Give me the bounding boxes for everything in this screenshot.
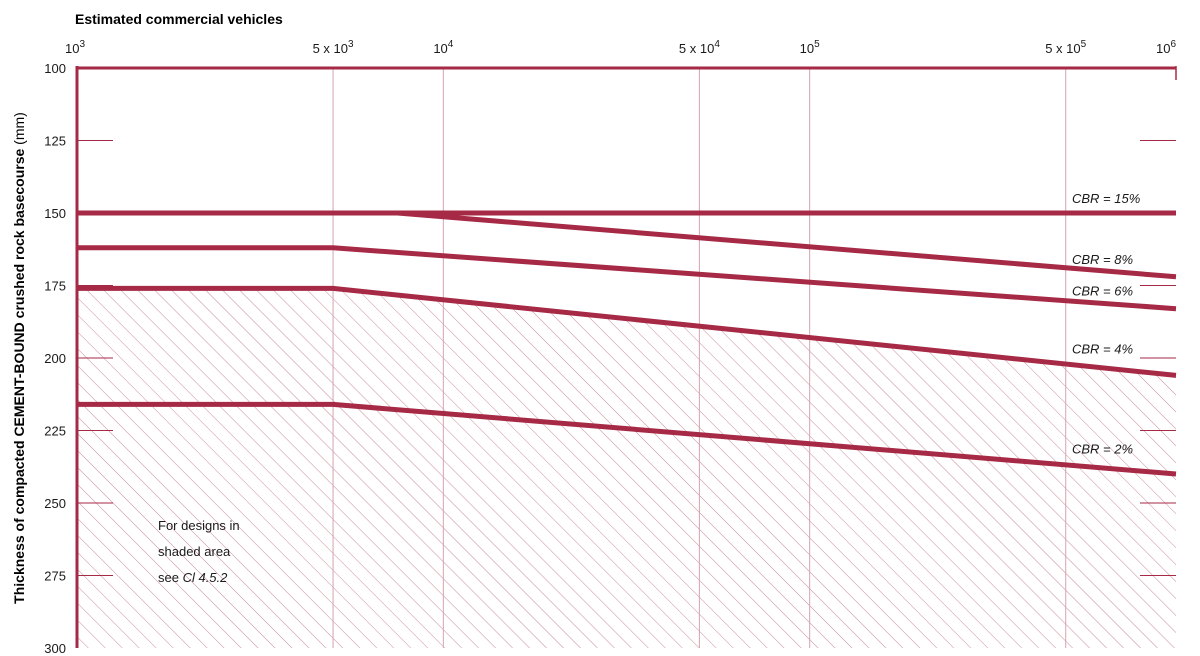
x-tick-exponent: 4 [448,39,454,50]
x-axis-title: Estimated commercial vehicles [75,11,283,27]
series-line [77,285,1177,378]
x-tick-labels: 103 5 x 103 104 5 x 104 105 5 x 105 106 [65,39,1176,56]
x-tick-base: 5 x 10 [313,41,348,56]
x-tick-label: 5 x 105 [1045,39,1086,56]
series-labels: CBR = 15% CBR = 8% CBR = 6% CBR = 4% CBR = 2… [1072,191,1140,457]
shaded-area [77,288,1176,648]
series-label: CBR = 2% [1072,442,1133,457]
x-tick-label: 5 x 103 [313,39,354,56]
series-lines [77,210,1177,477]
x-tick-label: 106 [1156,39,1176,56]
x-tick-exponent: 5 [814,39,820,50]
x-tick-exponent: 3 [79,39,85,50]
shaded-region [77,288,1176,648]
series-line [77,210,1177,280]
x-tick-base: 10 [800,41,814,56]
y-tick-label: 300 [44,641,66,656]
y-axis-title-main: Thickness of compacted CEMENT-BOUND crus… [11,148,27,603]
x-tick-exponent: 4 [714,39,720,50]
x-tick-label: 104 [433,39,453,56]
series-label: CBR = 15% [1072,191,1140,206]
x-tick-exponent: 3 [348,39,354,50]
y-tick-label: 175 [44,279,66,294]
y-tick-label: 250 [44,496,66,511]
series-label: CBR = 6% [1072,284,1133,299]
y-axis-title: Thickness of compacted CEMENT-BOUND crus… [11,112,27,604]
y-tick-label: 125 [44,134,66,149]
series-line [77,401,1177,477]
x-tick-base: 5 x 10 [1045,41,1080,56]
x-tick-base: 5 x 10 [679,41,714,56]
series-line [77,245,1177,312]
series-label: CBR = 4% [1072,342,1133,357]
x-tick-label: 105 [800,39,820,56]
y-tick-label: 150 [44,206,66,221]
x-tick-label: 5 x 104 [679,39,720,56]
shaded-note-ref-prefix: see [158,570,183,585]
y-tick-label: 275 [44,569,66,584]
axes [75,66,1177,648]
y-tick-labels: 100 125 150 175 200 225 250 275 300 [44,61,66,656]
y-tick-marks [77,140,1176,576]
shaded-note-line-2: shaded area [158,544,231,559]
x-tick-exponent: 5 [1081,39,1087,50]
y-axis-title-unit: (mm) [11,112,27,145]
x-tick-label: 103 [65,39,85,56]
x-tick-base: 10 [433,41,447,56]
y-tick-label: 200 [44,351,66,366]
shaded-note-line-1: For designs in [158,518,240,533]
y-tick-label: 100 [44,61,66,76]
y-tick-label: 225 [44,424,66,439]
x-tick-base: 10 [1156,41,1170,56]
shaded-note-ref: Cl 4.5.2 [183,570,229,585]
shaded-note-line-3: see Cl 4.5.2 [158,570,228,585]
series-label: CBR = 8% [1072,252,1133,267]
x-tick-base: 10 [65,41,79,56]
grid [332,68,1067,648]
x-tick-exponent: 6 [1170,39,1176,50]
